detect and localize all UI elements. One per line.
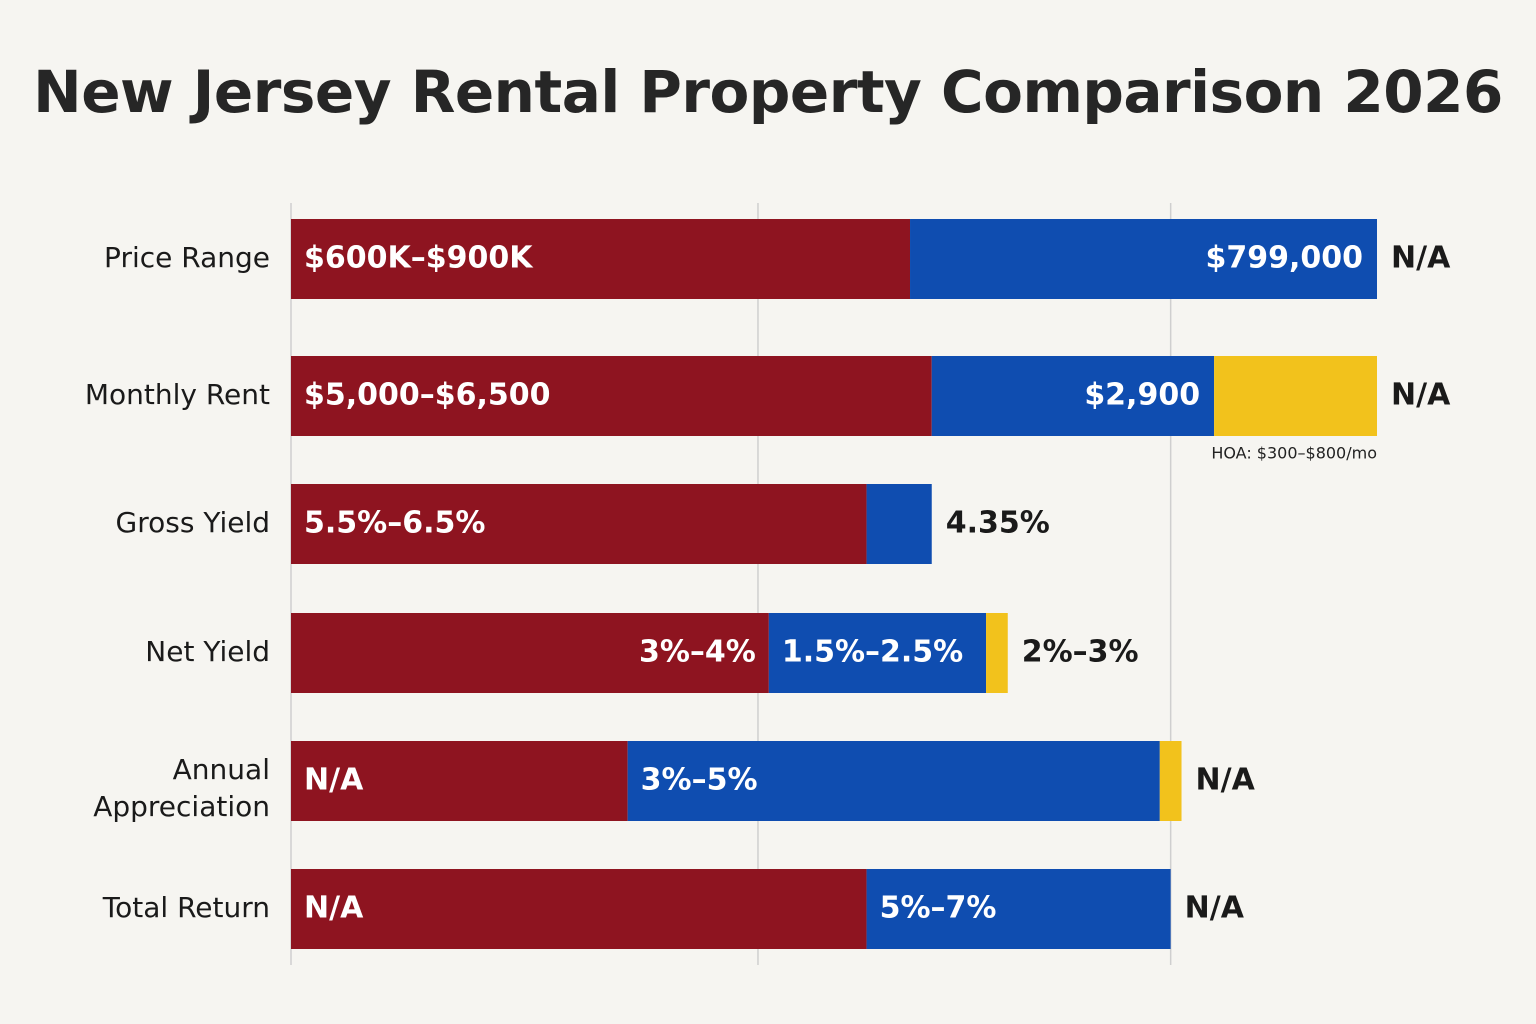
bar-value-label: 3%–5%: [641, 763, 758, 798]
category-label: Annual: [173, 753, 270, 786]
bar-series-1: [291, 484, 867, 564]
chart-title: New Jersey Rental Property Comparison 20…: [33, 58, 1503, 126]
bar-series-1: [291, 741, 628, 821]
bar-series-2: [866, 869, 1171, 949]
bar-end-label: 2%–3%: [1022, 635, 1139, 670]
bar-series-2: [768, 613, 987, 693]
bar-value-label: $5,000–$6,500: [304, 378, 551, 413]
bar-series-2: [866, 484, 932, 564]
bar-series-1: [291, 219, 911, 299]
bar-series-3: [986, 613, 1008, 693]
bar-series-1: [291, 613, 769, 693]
bar-series-3: [1159, 741, 1182, 821]
bar-value-label: N/A: [304, 763, 364, 798]
category-label: Gross Yield: [116, 506, 270, 539]
bar-series-3: [1214, 356, 1377, 436]
bar-value-label: 1.5%–2.5%: [782, 635, 963, 670]
bar-end-label: N/A: [1391, 241, 1451, 276]
bar-series-2: [627, 741, 1160, 821]
bar-value-label: $2,900: [1084, 378, 1200, 413]
bar-value-label: 5.5%–6.5%: [304, 506, 485, 541]
bar-value-label: $799,000: [1205, 241, 1363, 276]
bar-series-2: [910, 219, 1377, 299]
bar-value-label: $600K–$900K: [304, 241, 534, 276]
bar-value-label: N/A: [304, 891, 364, 926]
category-label: Monthly Rent: [85, 378, 270, 411]
bar-end-label: 4.35%: [946, 506, 1050, 541]
bar-series-2: [931, 356, 1215, 436]
bar-end-label: N/A: [1185, 891, 1245, 926]
bar-end-label: N/A: [1391, 378, 1451, 413]
annotation-label: HOA: $300–$800/mo: [1211, 444, 1377, 463]
bar-end-label: N/A: [1196, 763, 1256, 798]
bar-series-1: [291, 356, 932, 436]
category-label: Total Return: [102, 891, 270, 924]
bar-value-label: 5%–7%: [880, 891, 997, 926]
bar-value-label: 3%–4%: [639, 635, 756, 670]
bar-series-1: [291, 869, 867, 949]
category-label: Appreciation: [93, 790, 270, 823]
category-label: Net Yield: [145, 635, 270, 668]
category-label: Price Range: [104, 241, 270, 274]
